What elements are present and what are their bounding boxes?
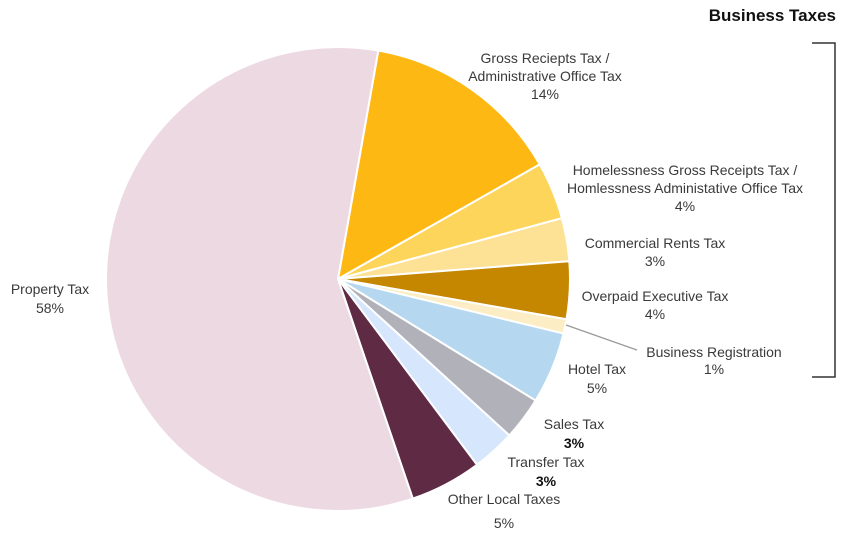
slice-label-text: Sales Tax <box>544 416 604 432</box>
slice-value-label: 3% <box>536 473 557 489</box>
slice-label: Sales Tax 3% <box>544 416 604 451</box>
slice-label: Transfer Tax 3% <box>507 454 584 489</box>
pie-slice-property-tax <box>105 46 415 512</box>
slice-label-text: Other Local Taxes <box>448 491 561 507</box>
slice-value-label: 1% <box>704 361 724 377</box>
slice-value-label: 4% <box>645 306 665 322</box>
group-title: Business Taxes <box>709 6 836 25</box>
slice-label-text: Administrative Office Tax <box>468 68 622 84</box>
slice-label-text: Property Tax <box>11 281 89 297</box>
slice-value-label: 4% <box>675 198 695 214</box>
slice-label-text: Homelessness Gross Receipts Tax / <box>573 162 798 178</box>
slice-value-label: 5% <box>587 380 607 396</box>
slice-label: Commercial Rents Tax 3% <box>585 235 726 269</box>
slice-label-text: Business Registration <box>646 344 781 360</box>
slice-label-text: Homlessness Administative Office Tax <box>567 180 803 196</box>
slice-label: Property Tax 58% <box>11 281 89 316</box>
slice-label: Gross Reciepts Tax / Administrative Offic… <box>468 50 622 102</box>
slice-value-label: 58% <box>36 300 64 316</box>
slice-value-label: 5% <box>494 515 514 531</box>
slice-label: Homelessness Gross Receipts Tax / Homless… <box>567 162 803 214</box>
slice-value-label: 14% <box>531 86 559 102</box>
business-registration-leader-line <box>565 324 638 351</box>
slice-value-label: 3% <box>645 253 665 269</box>
slice-label-text: Commercial Rents Tax <box>585 235 726 251</box>
slice-label-text: Transfer Tax <box>507 454 584 470</box>
slice-label-text: Overpaid Executive Tax <box>582 288 729 304</box>
slice-label: Hotel Tax 5% <box>568 361 626 396</box>
slice-label: Overpaid Executive Tax 4% <box>582 288 729 322</box>
slice-value-label: 3% <box>564 435 585 451</box>
business-taxes-bracket <box>812 42 836 378</box>
slice-label-text: Gross Reciepts Tax / <box>481 50 610 66</box>
slice-label: Other Local Taxes 5% <box>448 491 561 531</box>
pie-slice-gross-reciepts-tax-administrative-office-tax <box>336 49 542 281</box>
slice-label-text: Hotel Tax <box>568 361 626 377</box>
